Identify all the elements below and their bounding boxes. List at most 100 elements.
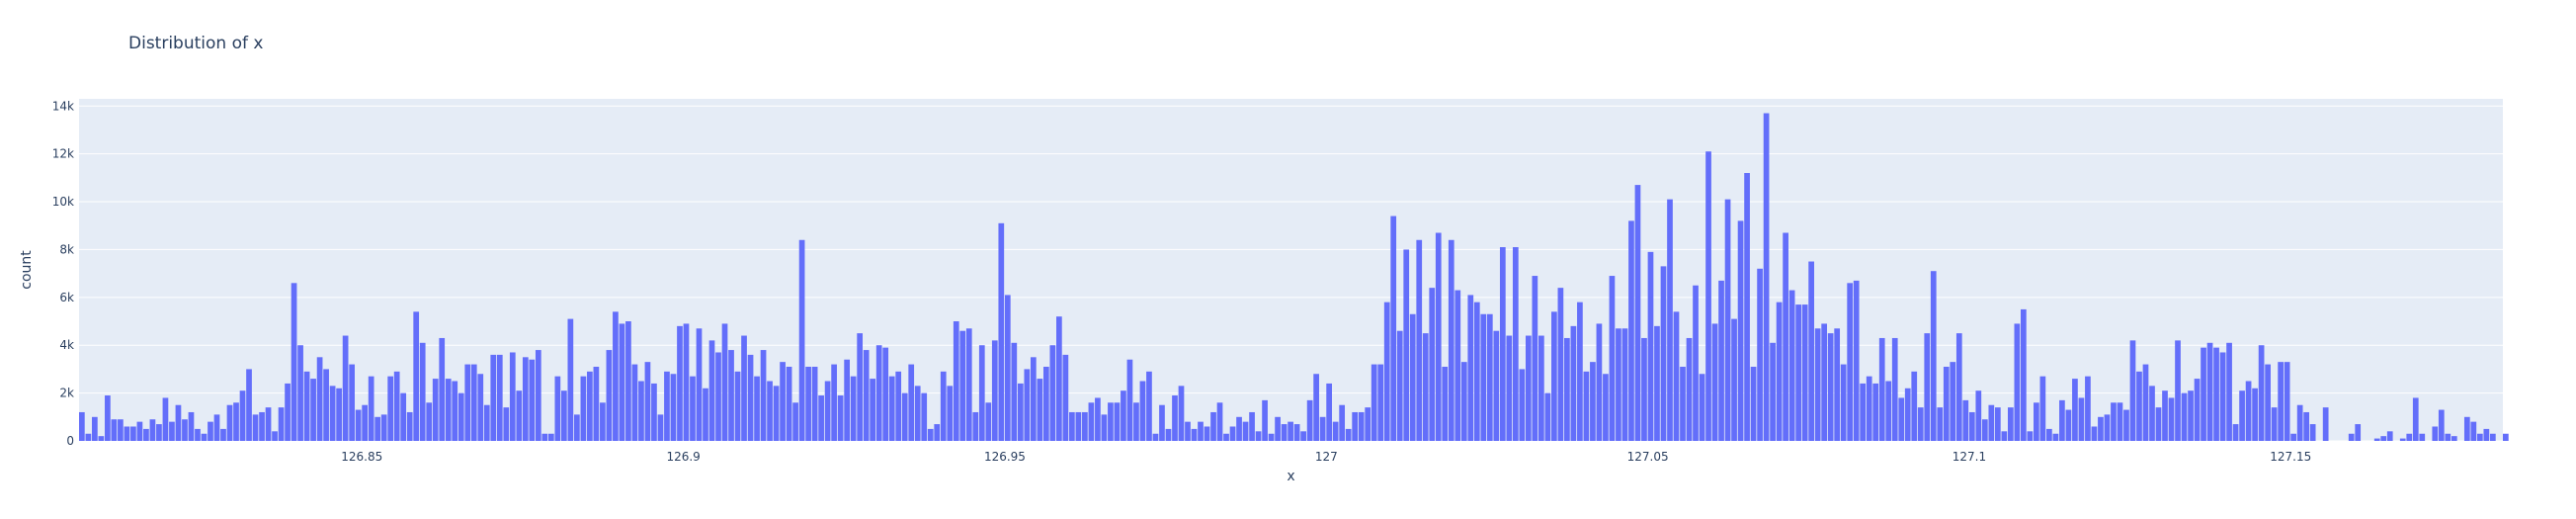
histogram-bar bbox=[439, 337, 446, 441]
histogram-bar bbox=[1917, 407, 1924, 441]
histogram-bar bbox=[1345, 428, 1352, 441]
histogram-bar bbox=[1229, 426, 1236, 441]
histogram-bar bbox=[1776, 302, 1783, 441]
histogram-bar bbox=[1352, 411, 1359, 441]
histogram-bar bbox=[953, 321, 959, 441]
histogram-bar bbox=[246, 369, 252, 441]
histogram-bar bbox=[239, 390, 246, 441]
histogram-bar bbox=[2406, 433, 2413, 441]
histogram-bar bbox=[265, 407, 272, 441]
histogram-bar bbox=[1499, 247, 1506, 441]
histogram-bar bbox=[2162, 390, 2168, 441]
histogram-bar bbox=[1416, 239, 1423, 441]
histogram-bar bbox=[1744, 173, 1750, 441]
histogram-bar bbox=[291, 283, 297, 441]
histogram-bar bbox=[445, 379, 452, 441]
histogram-bar bbox=[2284, 362, 2290, 441]
histogram-bar bbox=[831, 364, 837, 441]
histogram-bar bbox=[850, 376, 857, 441]
histogram-bar bbox=[1570, 325, 1577, 441]
histogram-bar bbox=[2476, 433, 2483, 441]
histogram-bar bbox=[233, 402, 239, 441]
x-tick-label: 126.85 bbox=[341, 450, 382, 464]
histogram-bar bbox=[1210, 411, 1216, 441]
histogram-bar bbox=[1121, 390, 1126, 441]
histogram-bar bbox=[1988, 404, 1995, 441]
histogram-bar bbox=[2021, 308, 2027, 441]
histogram-bar bbox=[188, 411, 195, 441]
histogram-bar bbox=[1904, 388, 1911, 441]
histogram-bar bbox=[1172, 395, 1178, 441]
histogram-bar bbox=[657, 414, 664, 441]
histogram-bar bbox=[882, 347, 889, 441]
histogram-bar bbox=[303, 371, 310, 441]
histogram-bar bbox=[888, 376, 895, 441]
histogram-bar bbox=[870, 379, 876, 441]
histogram-bar bbox=[703, 388, 708, 441]
histogram-bar bbox=[1891, 337, 1898, 441]
histogram-bar bbox=[1017, 383, 1024, 441]
histogram-bar bbox=[1693, 285, 1699, 441]
histogram-bar bbox=[143, 428, 149, 441]
histogram-bar bbox=[2072, 379, 2078, 441]
histogram-bar bbox=[1557, 288, 1564, 441]
histogram-bar bbox=[1718, 280, 1724, 441]
histogram-bar bbox=[380, 414, 387, 441]
histogram-bar bbox=[2091, 426, 2098, 441]
histogram-bar bbox=[1590, 362, 1596, 441]
histogram-bar bbox=[1262, 399, 1268, 441]
histogram-bar bbox=[547, 433, 554, 441]
histogram-bar bbox=[985, 402, 992, 441]
y-tick-label: 10k bbox=[52, 195, 74, 209]
histogram-bar bbox=[1319, 416, 1326, 441]
histogram-bar bbox=[130, 426, 136, 441]
histogram-bar bbox=[2123, 409, 2129, 441]
histogram-bar bbox=[2065, 409, 2072, 441]
histogram-bar bbox=[1108, 402, 1114, 441]
chart-title: Distribution of x bbox=[128, 34, 263, 53]
histogram-bar bbox=[1878, 337, 1885, 441]
histogram-bar bbox=[136, 421, 143, 441]
histogram-bar bbox=[1628, 220, 1634, 441]
histogram-bar bbox=[2445, 433, 2451, 441]
histogram-bar bbox=[85, 433, 92, 441]
histogram-bar bbox=[342, 335, 349, 441]
histogram-bar bbox=[1641, 337, 1647, 441]
histogram-bar bbox=[805, 366, 811, 441]
histogram-bar bbox=[1133, 402, 1139, 441]
histogram-bar bbox=[1429, 288, 1436, 441]
histogram-bar bbox=[2265, 364, 2271, 441]
histogram-bar bbox=[1165, 428, 1172, 441]
histogram-bar bbox=[593, 366, 600, 441]
histogram-bar bbox=[1750, 366, 1757, 441]
histogram-bar bbox=[2309, 424, 2316, 441]
histogram-bar bbox=[2470, 421, 2477, 441]
histogram-bar bbox=[2001, 431, 2008, 441]
histogram-bar bbox=[792, 402, 798, 441]
histogram-bar bbox=[875, 345, 882, 441]
histogram-bar bbox=[323, 369, 329, 441]
histogram-bar bbox=[728, 350, 734, 441]
histogram-bar bbox=[1114, 402, 1121, 441]
histogram-bar bbox=[1757, 268, 1763, 441]
histogram-bar bbox=[406, 411, 413, 441]
histogram-bar bbox=[278, 407, 285, 441]
histogram-bar bbox=[1975, 390, 1982, 441]
histogram-bar bbox=[1159, 404, 1165, 441]
histogram-bar bbox=[464, 364, 471, 441]
histogram-bar bbox=[664, 371, 670, 441]
histogram-bar bbox=[1049, 345, 1056, 441]
histogram-bar bbox=[1930, 271, 1937, 441]
histogram-bar bbox=[316, 357, 323, 441]
histogram-bar bbox=[541, 433, 548, 441]
histogram-bar bbox=[1191, 428, 1198, 441]
histogram-bar bbox=[747, 354, 754, 441]
histogram-bar bbox=[2014, 323, 2021, 441]
histogram-bar bbox=[477, 374, 484, 441]
histogram-bar bbox=[670, 374, 677, 441]
histogram-bar bbox=[213, 414, 220, 441]
histogram-bar bbox=[201, 433, 208, 441]
x-axis-ticks: 126.85 126.9 126.95 127 127.05 127.1 127.15 bbox=[341, 450, 2311, 464]
histogram-bar bbox=[1460, 362, 1467, 441]
